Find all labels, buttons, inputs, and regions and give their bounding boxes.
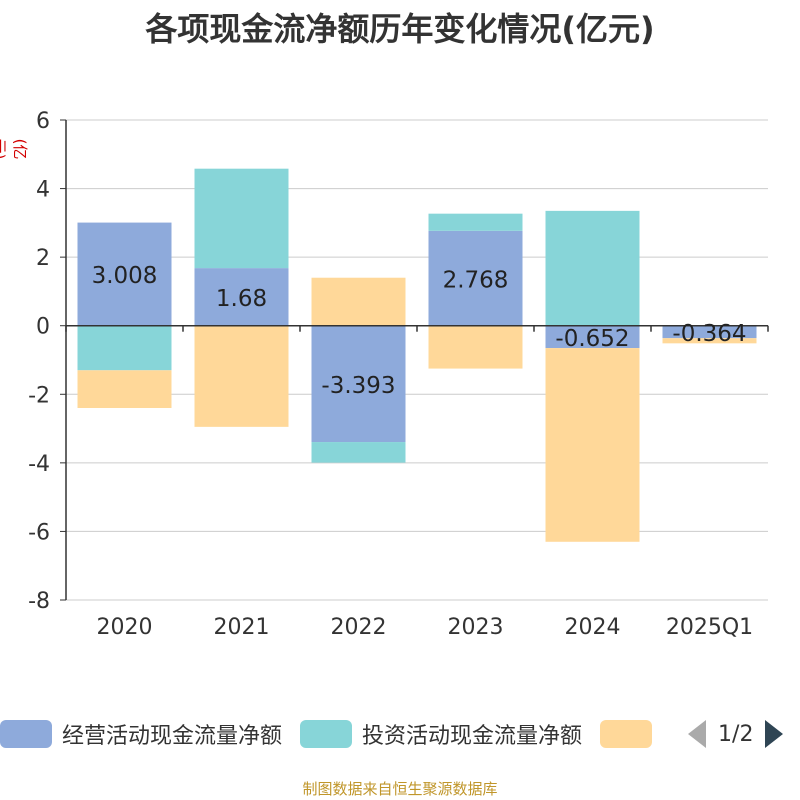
chart-title: 各项现金流净额历年变化情况(亿元) — [145, 10, 655, 48]
bar-financing — [194, 325, 289, 427]
x-tick-label: 2021 — [214, 615, 270, 640]
bar-operating — [428, 230, 523, 326]
chart-area: 6 4 2 0 -2 -4 -6 -8 2020 2021 2022 2023 2024 2025Q1 3.… — [28, 109, 769, 640]
legend-item-operating[interactable]: 经营活动现金流量净额 — [0, 718, 282, 750]
bar-operating — [311, 325, 406, 443]
legend-label-investing: 投资活动现金流量净额 — [362, 724, 583, 749]
x-tick-label: 2023 — [448, 615, 504, 640]
y-tick-label: 4 — [36, 178, 50, 203]
bar-financing — [545, 348, 640, 542]
legend: 经营活动现金流量净额 投资活动现金流量净额 1/2 — [0, 716, 800, 752]
data-label: -3.393 — [321, 373, 395, 399]
data-label: -0.652 — [555, 326, 629, 352]
legend-page-indicator: 1/2 — [718, 721, 754, 747]
legend-item-investing[interactable]: 投资活动现金流量净额 — [300, 718, 582, 750]
bar-operating — [662, 325, 757, 339]
bar-financing — [77, 370, 172, 408]
y-tick-label: -8 — [28, 589, 50, 614]
bar-operating — [194, 268, 289, 326]
data-label: 2.768 — [443, 267, 509, 293]
legend-swatch-investing — [300, 720, 353, 748]
x-tick-label: 2024 — [565, 615, 621, 640]
y-tick-label: 0 — [36, 315, 50, 340]
y-tick-label: -4 — [28, 452, 50, 477]
data-source-note: 制图数据来自恒生聚源数据库 — [302, 780, 498, 798]
legend-pager: 1/2 — [688, 720, 784, 748]
bar-operating — [545, 325, 640, 349]
bar-financing — [662, 338, 757, 344]
y-tick-label: -2 — [28, 383, 50, 408]
legend-swatch-operating — [0, 720, 52, 748]
bar-investing — [545, 210, 640, 326]
legend-label-operating: 经营活动现金流量净额 — [62, 724, 283, 749]
data-label: -0.364 — [672, 321, 746, 347]
bar-investing — [311, 442, 406, 463]
x-tick-label: 2020 — [97, 615, 153, 640]
y-tick-label: 2 — [36, 246, 50, 271]
legend-item-financing[interactable] — [600, 720, 662, 748]
bar-investing — [194, 168, 289, 269]
bar-financing — [311, 277, 406, 326]
chevron-left-icon[interactable] — [688, 720, 707, 748]
bar-investing — [428, 213, 523, 231]
bar-investing — [77, 325, 172, 371]
y-tick-label: -6 — [28, 520, 50, 545]
legend-swatch-financing — [600, 720, 653, 748]
bar-financing — [428, 325, 523, 369]
data-label: 1.68 — [216, 286, 267, 312]
chevron-right-icon[interactable] — [765, 720, 784, 748]
data-label: 3.008 — [92, 263, 158, 289]
bar-operating — [77, 222, 172, 326]
x-tick-label: 2025Q1 — [666, 615, 753, 640]
x-tick-label: 2022 — [331, 615, 387, 640]
y-tick-label: 6 — [36, 109, 50, 134]
